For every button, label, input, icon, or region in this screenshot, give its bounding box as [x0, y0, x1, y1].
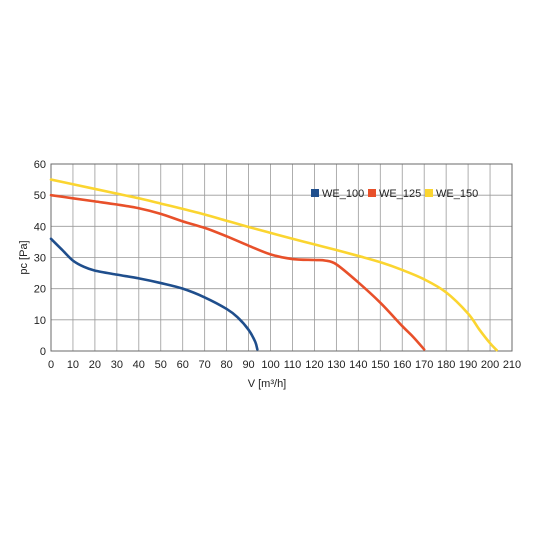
y-tick-label: 50 [34, 190, 46, 202]
x-tick-label: 10 [67, 359, 79, 371]
x-axis-title: V [m³/h] [248, 378, 287, 390]
x-tick-label: 210 [503, 359, 521, 371]
x-tick-label: 80 [220, 359, 232, 371]
x-tick-label: 50 [155, 359, 167, 371]
y-tick-label: 20 [34, 284, 46, 296]
legend-label: WE_150 [436, 188, 478, 200]
plot-frame [50, 163, 513, 352]
x-tick-label: 180 [437, 359, 455, 371]
legend-label: WE_100 [322, 188, 364, 200]
y-tick-label: 0 [40, 346, 46, 358]
legend-swatch [311, 189, 319, 197]
series-lines [49, 178, 498, 352]
y-axis-title: pc [Pa] [18, 240, 30, 274]
x-tick-label: 170 [415, 359, 433, 371]
x-tick-label: 90 [242, 359, 254, 371]
y-tick-label: 10 [34, 315, 46, 327]
x-tick-label: 190 [459, 359, 477, 371]
y-tick-label: 30 [34, 253, 46, 265]
grid [50, 163, 513, 352]
x-tick-label: 100 [261, 359, 279, 371]
x-tick-label: 0 [48, 359, 54, 371]
series-line-we-100 [49, 237, 259, 351]
y-tick-labels: 0 10 20 30 40 50 60 [34, 159, 46, 358]
y-tick-label: 40 [34, 221, 46, 233]
x-tick-labels: 0 10 20 30 40 50 60 70 80 90 100 110 120 130 140 150 160… [48, 359, 521, 371]
x-tick-label: 200 [481, 359, 499, 371]
x-tick-label: 110 [284, 359, 302, 371]
x-tick-label: 30 [111, 359, 123, 371]
legend-swatch [368, 189, 376, 197]
x-tick-label: 120 [305, 359, 323, 371]
x-tick-label: 20 [89, 359, 101, 371]
legend: WE_100 WE_125 WE_150 [311, 188, 478, 200]
y-tick-label: 60 [34, 159, 46, 171]
x-tick-label: 130 [327, 359, 345, 371]
legend-swatch [425, 189, 433, 197]
x-tick-label: 60 [177, 359, 189, 371]
x-tick-label: 160 [393, 359, 411, 371]
x-tick-label: 40 [133, 359, 145, 371]
legend-label: WE_125 [379, 188, 421, 200]
x-tick-label: 150 [371, 359, 389, 371]
x-tick-label: 140 [349, 359, 367, 371]
x-tick-label: 70 [199, 359, 211, 371]
series-line-we-125 [49, 193, 426, 351]
series-line-we-150 [49, 178, 498, 352]
